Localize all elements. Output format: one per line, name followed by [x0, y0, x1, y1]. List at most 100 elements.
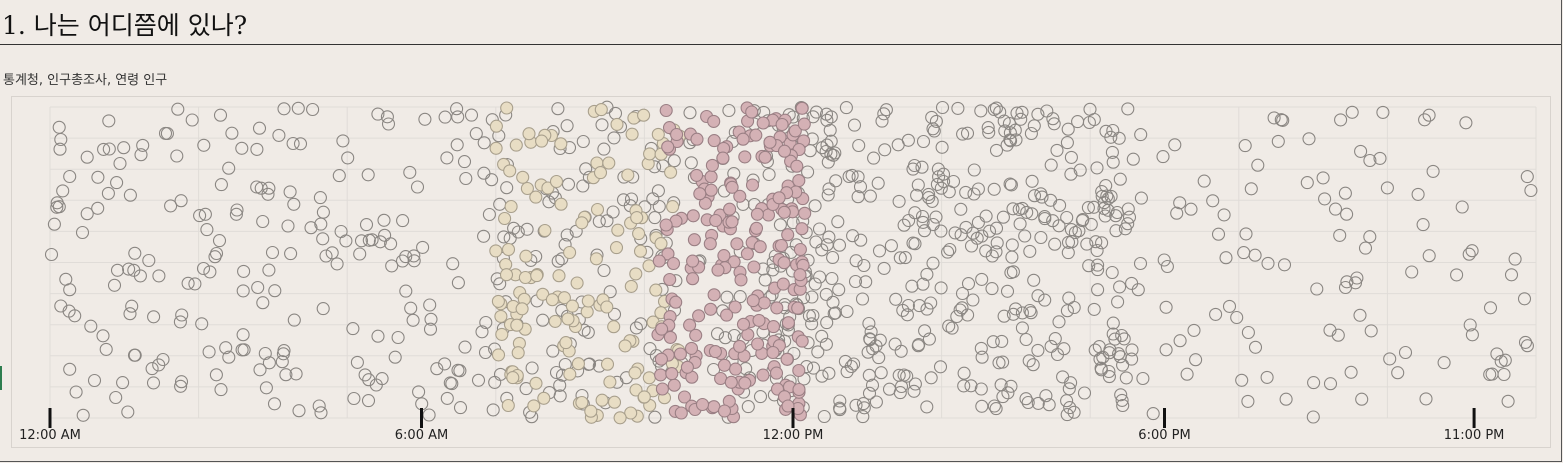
data-point-base_morning — [336, 134, 350, 148]
data-point-beige — [600, 300, 614, 314]
data-point-base_afternoon — [941, 245, 955, 259]
data-point-base_afternoon — [1060, 136, 1074, 150]
data-point-base_morning — [256, 296, 270, 310]
data-point-base_morning — [267, 397, 282, 411]
data-point-base_afternoon — [1116, 358, 1130, 372]
data-point-base_afternoon — [852, 138, 866, 153]
source-caption: 통계청, 인구총조사, 연령 인구 — [3, 73, 168, 88]
data-point-base_afternoon — [930, 177, 944, 191]
data-point-base_evening — [1248, 340, 1263, 354]
data-point-base_morning — [102, 142, 116, 156]
data-point-base_afternoon — [975, 399, 989, 413]
data-point-base_afternoon — [1013, 217, 1027, 231]
data-point-base_afternoon — [967, 163, 981, 177]
data-point-base_afternoon — [920, 400, 934, 414]
data-point-base_afternoon — [935, 140, 949, 154]
data-point-base_morning — [597, 263, 611, 278]
data-point-base_morning — [353, 247, 367, 261]
data-point-pink — [704, 170, 718, 184]
data-point-base_afternoon — [986, 335, 1000, 349]
x-tick-label: 12:00 AM — [19, 428, 81, 443]
data-point-base_evening — [1340, 207, 1354, 221]
data-point-base_morning — [208, 250, 222, 264]
data-point-base_morning — [412, 385, 426, 399]
data-point-base_morning — [667, 154, 681, 168]
data-point-base_morning — [525, 361, 539, 375]
data-point-base_morning — [63, 362, 77, 376]
data-point-beige — [575, 395, 589, 410]
data-point-base_morning — [597, 142, 611, 156]
data-point-base_morning — [76, 408, 90, 422]
data-point-base_morning — [453, 401, 468, 415]
data-point-beige — [545, 293, 559, 307]
data-point-base_evening — [1411, 187, 1425, 201]
data-point-base_afternoon — [891, 138, 905, 152]
data-point-base_afternoon — [996, 210, 1010, 224]
data-point-base_evening — [1206, 194, 1220, 208]
data-point-base_afternoon — [1113, 280, 1127, 294]
data-point-base_morning — [286, 136, 300, 151]
data-point-base_evening — [1380, 181, 1394, 195]
data-point-beige — [510, 318, 524, 332]
data-point-base_morning — [450, 138, 464, 152]
data-point-beige — [590, 202, 605, 217]
data-point-pink — [745, 178, 760, 192]
data-point-base_morning — [385, 259, 399, 273]
data-point-beige — [529, 190, 543, 204]
data-point-base_evening — [1331, 328, 1345, 342]
data-point-base_afternoon — [1091, 263, 1105, 277]
data-point-pink — [717, 249, 731, 263]
data-point-base_morning — [603, 285, 617, 299]
data-point-base_evening — [1300, 176, 1314, 190]
data-point-base_morning — [404, 301, 418, 315]
data-point-base_afternoon — [874, 366, 888, 380]
data-point-pink — [663, 272, 677, 287]
data-point-base_morning — [84, 319, 98, 333]
data-point-base_morning — [486, 403, 500, 417]
data-point-base_morning — [399, 250, 413, 264]
x-axis-ticks — [48, 408, 1476, 428]
data-point-base_morning — [123, 188, 137, 202]
data-point-pink — [677, 390, 692, 404]
data-point-pink — [790, 159, 804, 173]
data-point-pink — [692, 309, 706, 323]
data-point-base_evening — [1279, 392, 1293, 406]
data-point-base_evening — [1405, 265, 1419, 279]
data-point-beige — [501, 398, 515, 413]
data-point-base_morning — [423, 322, 438, 336]
data-point-base_afternoon — [985, 249, 999, 263]
data-point-base_afternoon — [824, 110, 838, 124]
data-point-base_morning — [202, 345, 216, 359]
data-point-base_evening — [1333, 228, 1347, 242]
data-point-pink — [716, 151, 730, 165]
data-point-base_morning — [560, 228, 574, 242]
data-point-beige — [494, 309, 508, 323]
data-point-beige — [565, 299, 579, 313]
data-point-base_afternoon — [1025, 207, 1039, 221]
data-point-pink — [798, 206, 812, 220]
data-point-beige — [642, 371, 656, 385]
data-point-base_evening — [1355, 392, 1369, 406]
data-point-base_morning — [287, 197, 301, 211]
data-point-base_morning — [608, 106, 623, 120]
data-point-base_evening — [1419, 392, 1433, 406]
data-point-base_morning — [277, 102, 291, 116]
data-point-base_morning — [222, 161, 236, 175]
data-point-base_morning — [195, 317, 209, 331]
data-point-base_afternoon — [902, 213, 916, 228]
data-point-base_morning — [229, 207, 243, 221]
data-point-base_evening — [1274, 113, 1288, 127]
data-point-base_afternoon — [806, 361, 821, 375]
data-point-base_afternoon — [982, 125, 996, 139]
data-point-base_morning — [230, 203, 244, 217]
data-point-base_morning — [152, 358, 166, 372]
data-point-pink — [707, 134, 721, 148]
data-point-base_afternoon — [1062, 291, 1076, 305]
data-point-beige — [552, 269, 566, 283]
data-point-base_morning — [407, 249, 421, 263]
data-point-base_afternoon — [1125, 352, 1139, 366]
data-point-beige — [581, 294, 595, 308]
data-point-base_morning — [607, 131, 621, 145]
data-point-beige — [548, 314, 562, 328]
